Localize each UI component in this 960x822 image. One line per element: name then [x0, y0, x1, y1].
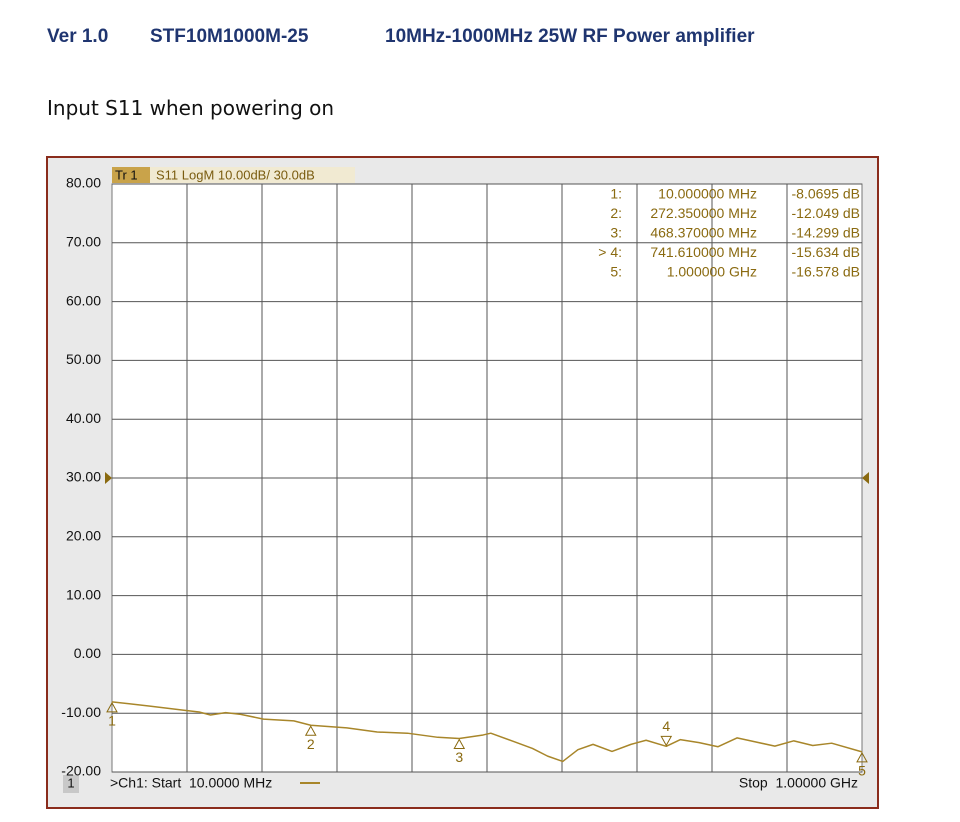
marker-x: 1.000000 GHz [667, 264, 757, 280]
y-tick-label: 0.00 [74, 645, 101, 661]
channel-label: 1 [67, 775, 74, 790]
marker-x: 468.370000 MHz [650, 225, 757, 241]
marker-value: -8.0695 dB [792, 186, 861, 202]
marker-number: 4 [662, 718, 670, 734]
y-tick-label: 40.00 [66, 410, 101, 426]
section-title: Input S11 when powering on [47, 96, 335, 120]
marker [304, 725, 317, 736]
y-tick-label: 60.00 [66, 292, 101, 308]
trace-setting-box [150, 167, 355, 183]
marker [856, 751, 868, 763]
trace-label: Tr 1 [115, 167, 138, 182]
marker-number: 2 [307, 736, 315, 752]
start-label: >Ch1: Start 10.0000 MHz [110, 775, 272, 791]
reference-marker [105, 472, 112, 484]
y-tick-label: 30.00 [66, 469, 101, 485]
marker-number: 5 [858, 763, 866, 779]
y-tick-label: 50.00 [66, 351, 101, 367]
marker-id: 5: [610, 264, 622, 280]
marker [660, 735, 673, 747]
marker-id: > 4: [598, 244, 622, 260]
marker-value: -14.299 dB [792, 225, 861, 241]
y-tick-label: 20.00 [66, 528, 101, 544]
marker-value: -12.049 dB [792, 205, 861, 221]
marker-number: 3 [455, 749, 463, 765]
marker-number: 1 [108, 713, 116, 729]
marker [106, 701, 118, 713]
y-tick-label: -20.00 [61, 763, 101, 779]
marker-x: 10.000000 MHz [658, 186, 757, 202]
reference-marker [862, 472, 869, 484]
trace-tab [112, 167, 150, 183]
marker-x: 272.350000 MHz [650, 205, 757, 221]
marker-value: -15.634 dB [792, 244, 861, 260]
y-tick-label: 70.00 [66, 234, 101, 250]
header: Ver 1.0 STF10M1000M-25 10MHz-1000MHz 25W… [47, 26, 755, 114]
description: 10MHz-1000MHz 25W RF Power amplifier [385, 26, 755, 47]
marker-x: 741.610000 MHz [650, 244, 757, 260]
marker [453, 738, 466, 749]
version: Ver 1.0 [47, 26, 109, 47]
trace [111, 701, 863, 763]
y-tick-label: 10.00 [66, 586, 101, 602]
stop-label: Stop 1.00000 GHz [739, 775, 858, 791]
model: STF10M1000M-25 [150, 26, 309, 47]
y-tick-label: -10.00 [61, 704, 101, 720]
y-tick-label: 80.00 [66, 175, 101, 191]
channel-box [63, 775, 79, 793]
trace-setting: S11 LogM 10.00dB/ 30.0dB [156, 167, 315, 182]
marker-value: -16.578 dB [792, 264, 861, 280]
marker-id: 1: [610, 186, 622, 202]
marker-id: 2: [610, 205, 622, 221]
marker-id: 3: [610, 225, 622, 241]
